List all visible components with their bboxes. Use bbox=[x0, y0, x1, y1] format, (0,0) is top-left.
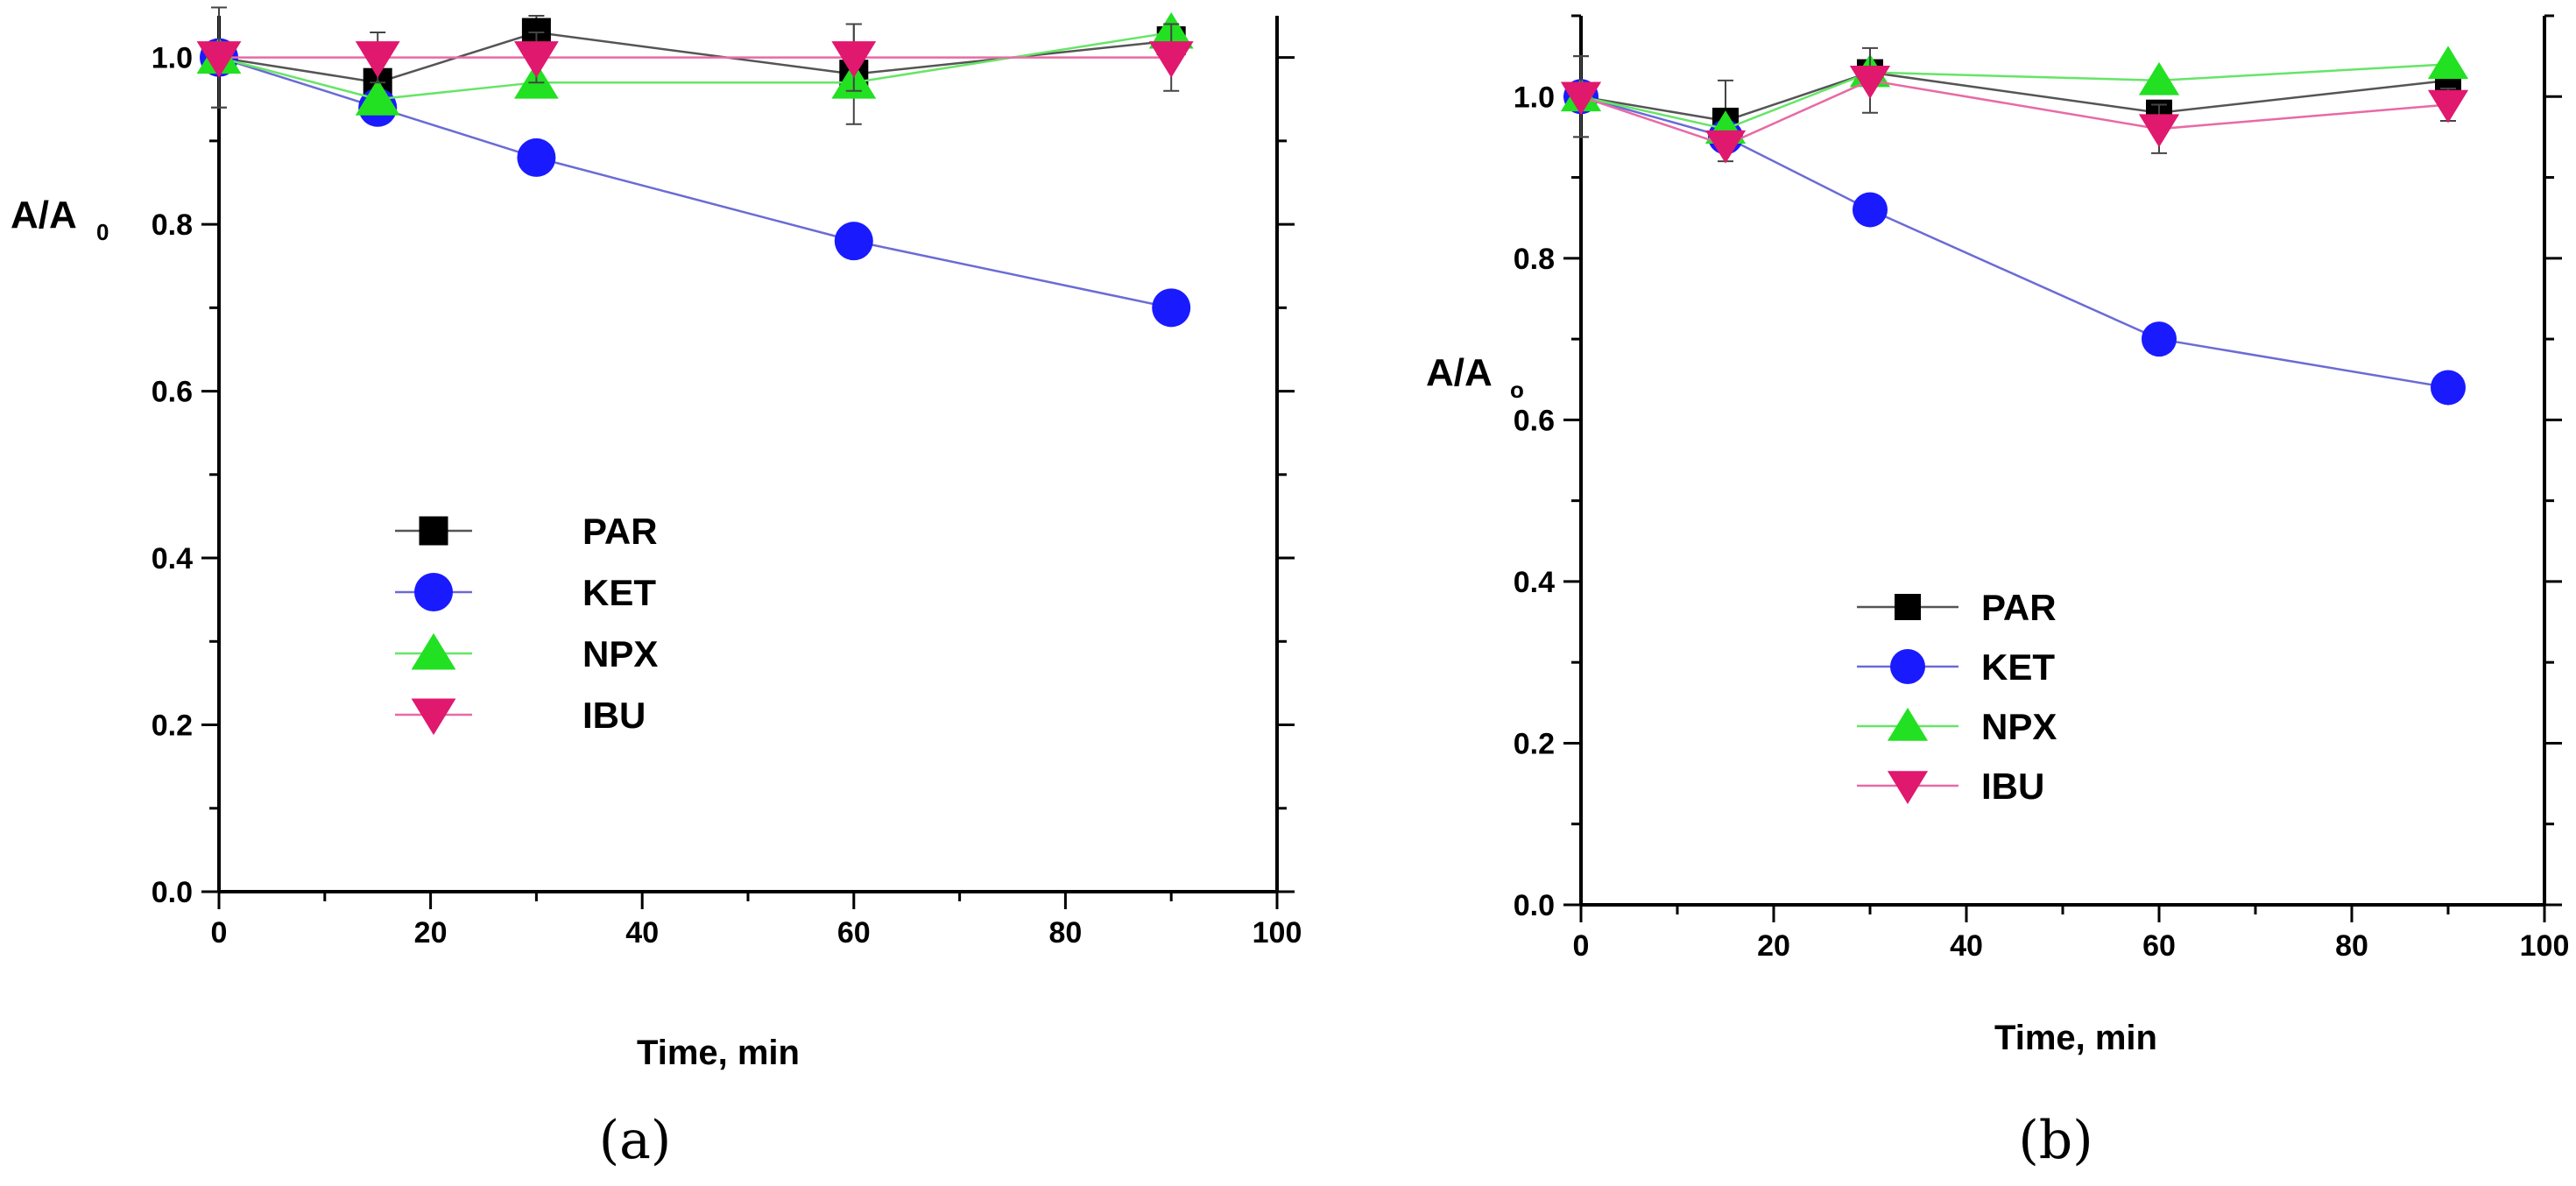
y-tick-label: 0.6 bbox=[152, 376, 193, 409]
y-tick-label: 0.0 bbox=[152, 876, 193, 909]
legend-marker bbox=[419, 516, 448, 546]
y-tick-label: 1.0 bbox=[1514, 81, 1555, 114]
legend: PAR KET NPX IBU bbox=[1857, 587, 2057, 807]
legend-label: IBU bbox=[582, 695, 646, 736]
data-point bbox=[2427, 89, 2469, 124]
legend-label: KET bbox=[582, 572, 656, 613]
data-point bbox=[513, 41, 559, 78]
legend-marker bbox=[1887, 708, 1929, 741]
y-axis-label-subscript: o bbox=[1510, 377, 1524, 403]
y-axis-label: A/A 0 bbox=[11, 194, 109, 245]
y-tick-label: 0.8 bbox=[152, 208, 193, 242]
legend-label: IBU bbox=[1981, 766, 2044, 807]
x-tick-label: 80 bbox=[2335, 929, 2368, 963]
y-tick-label: 0.8 bbox=[1514, 243, 1555, 276]
y-axis-label: A/A o bbox=[1426, 351, 1524, 403]
data-point bbox=[1148, 41, 1194, 78]
legend-marker bbox=[414, 573, 453, 611]
legend-item-npx: NPX bbox=[395, 632, 658, 674]
x-tick-label: 80 bbox=[1048, 916, 1082, 950]
data-point bbox=[2431, 370, 2466, 406]
chart-panel-a: 0 20 40 60 80 100 0.0 0.2 0.4 0.6 0.8 1.0 A/A 0 Time, … bbox=[11, 6, 1302, 1171]
legend-item-ket: KET bbox=[1857, 646, 2055, 688]
data-point bbox=[2427, 46, 2469, 80]
legend-marker bbox=[411, 632, 456, 670]
series-ibu bbox=[196, 6, 1194, 109]
legend-item-npx: NPX bbox=[1857, 706, 2057, 747]
data-point bbox=[517, 138, 556, 177]
legend-marker bbox=[1890, 649, 1925, 684]
legend-label: KET bbox=[1981, 646, 2055, 688]
legend-item-par: PAR bbox=[1857, 587, 2057, 628]
data-point bbox=[1704, 130, 1747, 164]
y-tick-label: 0.2 bbox=[152, 709, 193, 743]
legend-item-ibu: IBU bbox=[395, 695, 646, 736]
data-point bbox=[2142, 321, 2177, 357]
legend: PAR KET NPX IBU bbox=[395, 511, 658, 736]
y-tick-label: 0.4 bbox=[152, 542, 193, 575]
legend-marker bbox=[1895, 594, 1921, 620]
x-tick-label: 40 bbox=[1950, 929, 1983, 963]
legend-marker bbox=[1887, 771, 1929, 804]
data-point bbox=[1152, 288, 1191, 328]
data-point bbox=[831, 41, 877, 78]
y-tick-label: 0.0 bbox=[1514, 889, 1555, 922]
y-axis-label-text: A/A bbox=[11, 194, 77, 236]
series-ibu bbox=[1560, 46, 2469, 164]
x-tick-label: 0 bbox=[1573, 929, 1590, 963]
x-tick-label: 20 bbox=[1757, 929, 1790, 963]
legend-label: PAR bbox=[1981, 587, 2057, 628]
legend-label: NPX bbox=[1981, 706, 2057, 747]
x-tick-label: 60 bbox=[2142, 929, 2176, 963]
panel-label: (a) bbox=[599, 1110, 672, 1171]
x-tick-label: 60 bbox=[837, 916, 871, 950]
legend-marker bbox=[411, 698, 456, 736]
data-point bbox=[196, 41, 242, 78]
legend-label: NPX bbox=[582, 633, 658, 674]
x-tick-label: 100 bbox=[2520, 929, 2570, 963]
y-tick-label: 0.2 bbox=[1514, 727, 1555, 760]
legend-item-par: PAR bbox=[395, 511, 658, 552]
y-tick-label: 0.6 bbox=[1514, 404, 1555, 437]
series-npx bbox=[196, 11, 1194, 116]
data-point bbox=[355, 79, 400, 116]
data-point bbox=[1849, 66, 1891, 99]
data-point bbox=[2138, 61, 2180, 95]
x-tick-label: 20 bbox=[414, 916, 448, 950]
data-point bbox=[834, 222, 873, 261]
series-line bbox=[1580, 71, 2449, 123]
data-point bbox=[1853, 192, 1888, 228]
legend-item-ket: KET bbox=[395, 572, 656, 613]
panel-label: (b) bbox=[2018, 1110, 2093, 1171]
y-tick-label: 0.4 bbox=[1514, 566, 1555, 599]
legend-label: PAR bbox=[582, 511, 658, 552]
chart-panel-b: 0 20 40 60 80 100 0.0 0.2 0.4 0.6 0.8 1.0 A/A o Time, … bbox=[1426, 14, 2570, 1171]
x-tick-label: 100 bbox=[1253, 916, 1302, 950]
data-point bbox=[2138, 114, 2180, 148]
legend-item-ibu: IBU bbox=[1857, 766, 2044, 807]
data-point bbox=[1560, 81, 1602, 116]
y-axis-label-text: A/A bbox=[1426, 351, 1493, 394]
x-tick-label: 40 bbox=[625, 916, 659, 950]
series-ket bbox=[1563, 79, 2466, 406]
x-tick-label: 0 bbox=[211, 916, 228, 950]
data-point bbox=[355, 41, 400, 78]
y-tick-label: 1.0 bbox=[152, 42, 193, 75]
series-par bbox=[204, 6, 1186, 125]
y-axis-label-subscript: 0 bbox=[96, 219, 109, 245]
x-axis-label: Time, min bbox=[637, 1034, 800, 1072]
x-axis-label: Time, min bbox=[1994, 1019, 2157, 1057]
